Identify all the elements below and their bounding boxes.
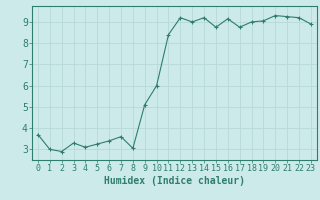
X-axis label: Humidex (Indice chaleur): Humidex (Indice chaleur)	[104, 176, 245, 186]
